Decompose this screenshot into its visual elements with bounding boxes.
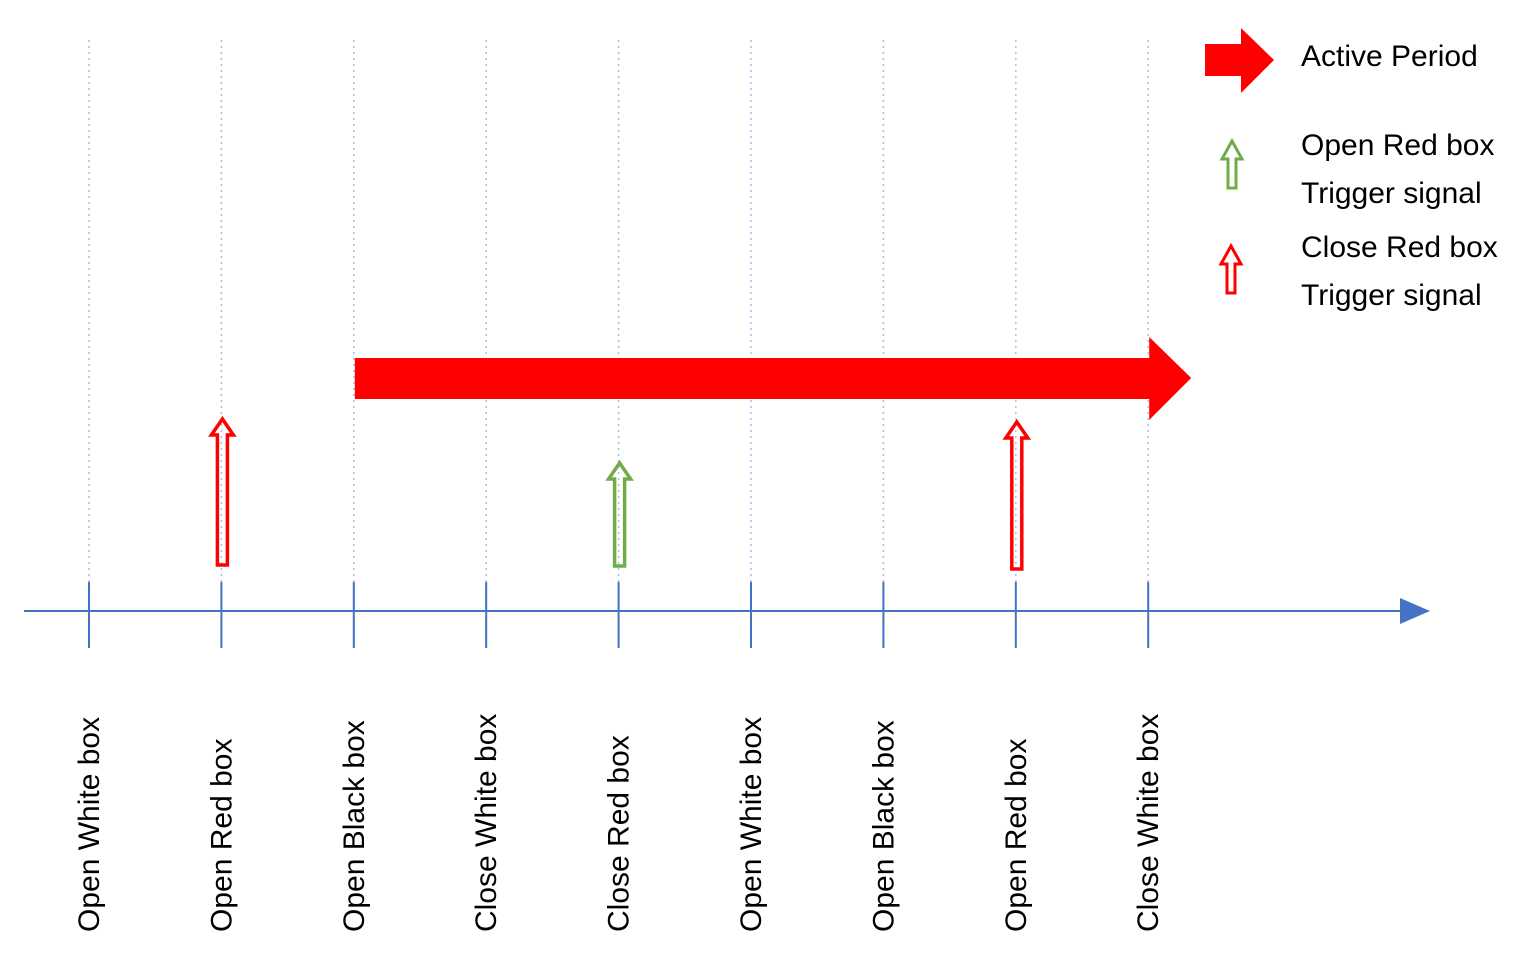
legend-open-trigger: Open Red box Trigger signal xyxy=(1219,129,1494,210)
event-labels: Open White box Open Red box Open Black box… xyxy=(73,714,1165,932)
legend-active-period: Active Period xyxy=(1205,28,1478,93)
legend-open-trigger-line2: Trigger signal xyxy=(1301,177,1482,210)
event-label: Open White box xyxy=(735,717,768,932)
event-label: Open Red box xyxy=(1000,739,1033,932)
close-trigger-arrow-icon xyxy=(208,415,237,567)
legend-active-period-label: Active Period xyxy=(1301,40,1478,73)
legend-red-arrow-icon xyxy=(1218,242,1244,295)
trigger-arrows xyxy=(208,415,1032,571)
axis-arrowhead-icon xyxy=(1400,598,1430,624)
timeline-axis xyxy=(24,598,1430,624)
event-label: Open Red box xyxy=(205,739,238,932)
event-label: Open Black box xyxy=(338,720,371,932)
legend-green-arrow-icon xyxy=(1219,137,1245,190)
event-label: Open White box xyxy=(73,717,106,932)
event-label: Close White box xyxy=(470,714,503,932)
active-period-arrow xyxy=(354,337,1192,420)
gridlines xyxy=(88,40,1149,648)
legend-open-trigger-line1: Open Red box xyxy=(1301,129,1494,162)
tick-marks xyxy=(88,582,1150,648)
legend-close-trigger: Close Red box Trigger signal xyxy=(1218,231,1498,312)
event-label: Close Red box xyxy=(603,735,636,932)
legend-close-trigger-line1: Close Red box xyxy=(1301,231,1498,264)
active-period-block xyxy=(354,337,1192,420)
open-trigger-arrow-icon xyxy=(605,459,634,568)
event-label: Open Black box xyxy=(867,720,900,932)
legend-close-trigger-line2: Trigger signal xyxy=(1301,279,1482,312)
event-label: Close White box xyxy=(1132,714,1165,932)
close-trigger-arrow-icon xyxy=(1002,418,1032,571)
legend-block-arrow-icon xyxy=(1205,28,1274,93)
legend: Active Period Open Red box Trigger signa… xyxy=(1205,28,1498,312)
